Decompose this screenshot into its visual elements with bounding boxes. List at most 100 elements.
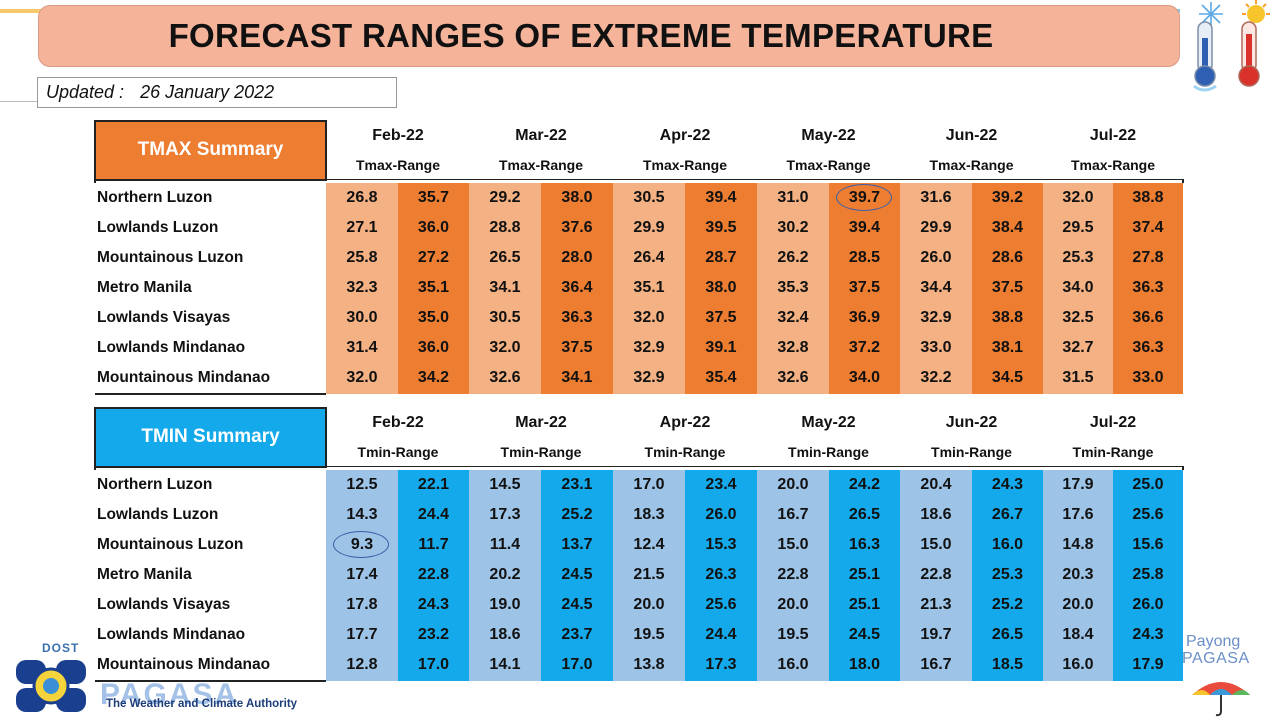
month-header: Mar-22 <box>469 121 613 151</box>
region-label: Lowlands Luzon <box>95 499 326 530</box>
range-max-value: 39.1 <box>685 332 757 363</box>
range-max-value: 26.0 <box>685 499 757 530</box>
updated-date: 26 January 2022 <box>140 82 275 102</box>
range-max-value: 25.1 <box>829 589 900 620</box>
range-min-value: 14.3 <box>326 499 398 530</box>
range-min-value: 26.5 <box>469 242 541 273</box>
range-min-value: 11.4 <box>469 529 541 560</box>
range-max-value: 36.3 <box>1113 332 1183 363</box>
tmax-summary-table: TMAX Summary Feb-22 Mar-22 Apr-22 May-22 Jun-… <box>94 120 1184 395</box>
range-min-value: 32.0 <box>469 332 541 363</box>
range-min-value: 20.2 <box>469 559 541 590</box>
table-row: Mountainous Luzon 9.3 11.7 11.4 13.7 12.4 15.3… <box>95 529 1183 560</box>
range-label: Tmin-Range <box>469 438 613 467</box>
range-min-value: 14.1 <box>469 649 541 681</box>
range-min-value: 30.2 <box>757 212 829 243</box>
range-max-value: 24.5 <box>541 589 613 620</box>
table-row: Mountainous Mindanao 32.0 34.2 32.6 34.1 32.9… <box>95 362 1183 395</box>
range-min-value: 19.7 <box>900 619 972 650</box>
range-min-value: 32.8 <box>757 332 829 363</box>
range-min-value: 31.4 <box>326 332 398 363</box>
range-min-value: 22.8 <box>757 559 829 590</box>
range-max-value: 39.7 <box>829 182 900 213</box>
tmin-summary-table: TMIN Summary Feb-22 Mar-22 Apr-22 May-22 Jun-… <box>94 407 1184 682</box>
range-max-value: 38.8 <box>972 302 1043 333</box>
range-max-value: 34.0 <box>829 362 900 394</box>
month-header: Mar-22 <box>469 408 613 438</box>
month-header: Jul-22 <box>1043 408 1183 438</box>
range-label: Tmax-Range <box>1043 151 1183 180</box>
range-min-value: 30.5 <box>469 302 541 333</box>
range-min-value: 32.0 <box>1043 182 1113 213</box>
range-min-value: 32.9 <box>613 332 685 363</box>
region-label: Mountainous Luzon <box>95 242 326 273</box>
table-row: Mountainous Mindanao 12.8 17.0 14.1 17.0 13.8… <box>95 649 1183 682</box>
range-max-value: 37.4 <box>1113 212 1183 243</box>
range-min-value: 26.4 <box>613 242 685 273</box>
region-label: Mountainous Mindanao <box>95 362 326 395</box>
range-max-value: 22.1 <box>398 469 469 500</box>
range-max-value: 39.4 <box>829 212 900 243</box>
range-max-value: 24.4 <box>685 619 757 650</box>
range-label: Tmin-Range <box>1043 438 1183 467</box>
spacer <box>94 465 326 470</box>
range-max-value: 26.5 <box>972 619 1043 650</box>
pagasa-wordmark: PAGASA <box>100 678 239 711</box>
region-label: Metro Manila <box>95 272 326 303</box>
range-min-value: 32.2 <box>900 362 972 394</box>
range-label: Tmax-Range <box>326 151 469 180</box>
range-min-value: 20.4 <box>900 469 972 500</box>
range-max-value: 34.2 <box>398 362 469 394</box>
range-min-value: 21.5 <box>613 559 685 590</box>
range-min-value: 18.6 <box>469 619 541 650</box>
range-max-value: 25.2 <box>541 499 613 530</box>
range-max-value: 37.5 <box>972 272 1043 303</box>
range-min-value: 30.5 <box>613 182 685 213</box>
range-min-value: 13.8 <box>613 649 685 681</box>
range-min-value: 28.8 <box>469 212 541 243</box>
range-label: Tmin-Range <box>757 438 900 467</box>
range-max-value: 35.7 <box>398 182 469 213</box>
range-max-value: 24.3 <box>972 469 1043 500</box>
range-max-value: 34.1 <box>541 362 613 394</box>
pagasa-tagline: The Weather and Climate Authority <box>106 698 298 710</box>
range-label: Tmin-Range <box>613 438 757 467</box>
region-label: Lowlands Visayas <box>95 589 326 620</box>
range-min-value: 26.8 <box>326 182 398 213</box>
range-max-value: 24.4 <box>398 499 469 530</box>
range-max-value: 37.5 <box>829 272 900 303</box>
range-min-value: 35.3 <box>757 272 829 303</box>
region-label: Lowlands Visayas <box>95 302 326 333</box>
range-min-value: 35.1 <box>613 272 685 303</box>
range-min-value: 31.5 <box>1043 362 1113 394</box>
range-min-value: 31.6 <box>900 182 972 213</box>
region-label: Northern Luzon <box>95 182 326 213</box>
dost-pagasa-logo: DOST PAGASA The Weather and Climate Auth… <box>10 638 310 720</box>
range-label: Tmin-Range <box>326 438 469 467</box>
range-label: Tmax-Range <box>757 151 900 180</box>
region-label: Mountainous Luzon <box>95 529 326 560</box>
range-label: Tmax-Range <box>900 151 1043 180</box>
range-max-value: 24.2 <box>829 469 900 500</box>
range-min-value: 20.0 <box>1043 589 1113 620</box>
range-max-value: 39.4 <box>685 182 757 213</box>
range-min-value: 14.5 <box>469 469 541 500</box>
table-row: Northern Luzon 12.5 22.1 14.5 23.1 17.0 23.4 20… <box>95 469 1183 500</box>
month-header: Feb-22 <box>326 408 469 438</box>
range-max-value: 23.1 <box>541 469 613 500</box>
table-row: Lowlands Mindanao 31.4 36.0 32.0 37.5 32.9 39.… <box>95 332 1183 363</box>
range-max-value: 22.8 <box>398 559 469 590</box>
range-max-value: 13.7 <box>541 529 613 560</box>
range-min-value: 15.0 <box>757 529 829 560</box>
range-max-value: 16.0 <box>972 529 1043 560</box>
range-max-value: 34.5 <box>972 362 1043 394</box>
range-label: Tmin-Range <box>900 438 1043 467</box>
table-row: Lowlands Luzon 27.1 36.0 28.8 37.6 29.9 39.5 30… <box>95 212 1183 243</box>
spacer <box>94 178 326 183</box>
range-min-value: 19.5 <box>613 619 685 650</box>
range-min-value: 16.0 <box>1043 649 1113 681</box>
table-row: Mountainous Luzon 25.8 27.2 26.5 28.0 26.4 28.… <box>95 242 1183 273</box>
range-min-value: 32.4 <box>757 302 829 333</box>
table-row: Lowlands Luzon 14.3 24.4 17.3 25.2 18.3 26.0 16… <box>95 499 1183 530</box>
range-min-value: 17.7 <box>326 619 398 650</box>
